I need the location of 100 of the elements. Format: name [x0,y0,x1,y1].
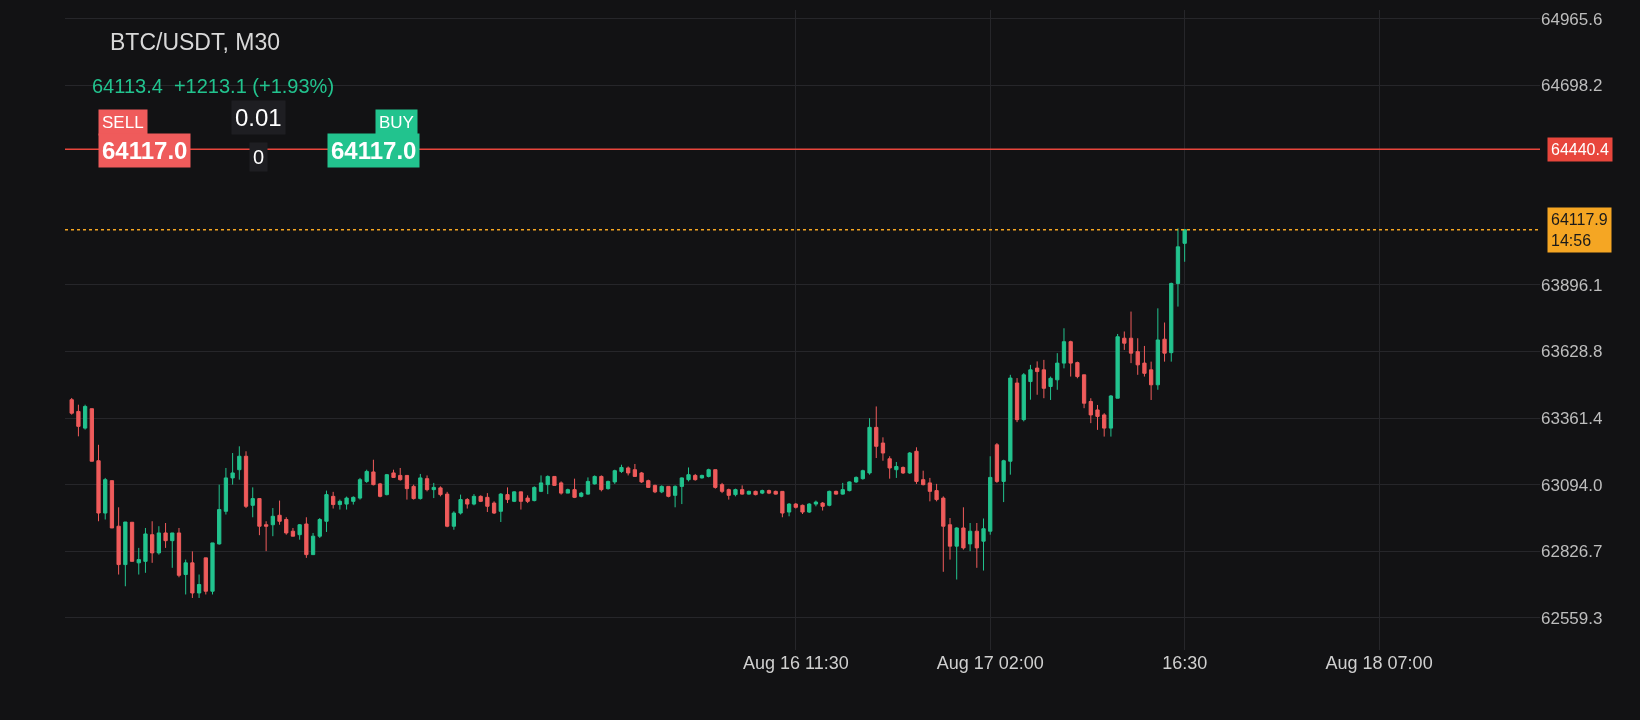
candlestick [941,495,946,573]
x-tick-label: 16:30 [1162,653,1208,673]
candlestick [451,510,457,531]
candlestick [1035,360,1040,396]
candlestick [840,482,845,496]
candlestick [740,484,745,496]
annotation: 0.01 [235,104,282,131]
candlestick [719,482,725,494]
candlestick [693,473,698,482]
candlestick [538,474,544,493]
candlestick [196,574,202,599]
candlestick [947,517,953,561]
candlestick [491,500,497,515]
candlestick [344,496,349,511]
candlestick [337,499,343,511]
y-tick-label: 62559.3 [1541,608,1603,628]
candlestick [150,520,155,564]
candlestick [230,452,235,486]
candlestick [170,532,175,569]
candlestick [1001,459,1006,503]
candlestick [545,474,550,495]
candlestick [445,491,450,528]
candlestick [290,527,296,537]
candlestick [706,468,711,478]
candlestick [304,516,309,559]
candlestick [183,559,188,595]
candlestick [579,491,584,497]
annotation: 64117.0 [331,137,417,164]
candlestick [1108,394,1114,438]
candlestick [76,404,81,437]
x-tick-label: Aug 16 11:30 [742,653,849,673]
candlestick [860,469,865,481]
candlestick [900,465,906,475]
candlestick [1155,307,1160,391]
candlestick [974,522,979,569]
candlestick [934,483,939,502]
candlestick [458,494,463,516]
candlestick [217,484,222,546]
candlestick [1021,372,1026,422]
candlestick [109,480,115,529]
candlestick [485,492,490,513]
candlestick [243,450,249,509]
candlestick [853,475,859,484]
candlestick [1081,374,1087,409]
candlestick [398,467,403,482]
candlestick [377,482,383,498]
candlestick [532,485,537,502]
candlestick [1102,412,1107,438]
candlestick [766,489,772,495]
candlestick [699,474,705,480]
candlestick [659,484,664,494]
candlestick [89,408,94,462]
y-tick-label: 63094.0 [1541,475,1603,495]
candlestick [666,485,671,498]
candlestick [813,500,819,507]
candlestick [250,486,255,518]
candlestick [512,490,517,503]
candlestick [116,506,121,576]
candlestick [612,469,617,485]
candlestick [331,491,336,510]
candlestick [1142,345,1147,378]
candlestick [1068,340,1073,378]
candlestick [961,506,966,551]
candlestick [431,482,436,499]
candlestick [558,480,564,496]
candlestick [384,473,389,496]
candlestick [1148,361,1154,401]
candlestick [833,490,839,496]
candlestick [471,493,477,506]
candlestick [1135,337,1140,376]
candlestick [1055,352,1060,391]
candlestick [572,478,577,499]
candlestick [129,521,135,562]
candlestick [786,502,792,517]
candlestick [411,484,416,501]
candlestick [1182,229,1187,263]
candlestick [317,517,322,539]
y-tick-label: 64698.2 [1541,76,1603,96]
candlestick [263,520,269,552]
candlestick [371,459,376,486]
candlestick [746,490,752,496]
candlestick [733,488,738,497]
text: BTC/USDT, M30 [110,29,280,55]
candlestick [954,526,959,581]
candlestick [156,525,162,556]
candlestick [1169,282,1174,363]
text: 64113.4 +1213.1 (+1.93%) [92,75,335,97]
candlestick [284,516,289,536]
candlestick [1115,333,1120,399]
candlestick [82,404,88,431]
candlestick [1122,330,1127,351]
candlestick [505,486,510,504]
candlestick [478,494,483,503]
candlestick [1095,404,1100,431]
candlestick [525,494,530,504]
candlestick [357,477,363,501]
candlestick [136,547,141,576]
annotation: 64117.0 [102,137,188,164]
candlestick [1061,327,1067,369]
candlestick [874,405,879,459]
